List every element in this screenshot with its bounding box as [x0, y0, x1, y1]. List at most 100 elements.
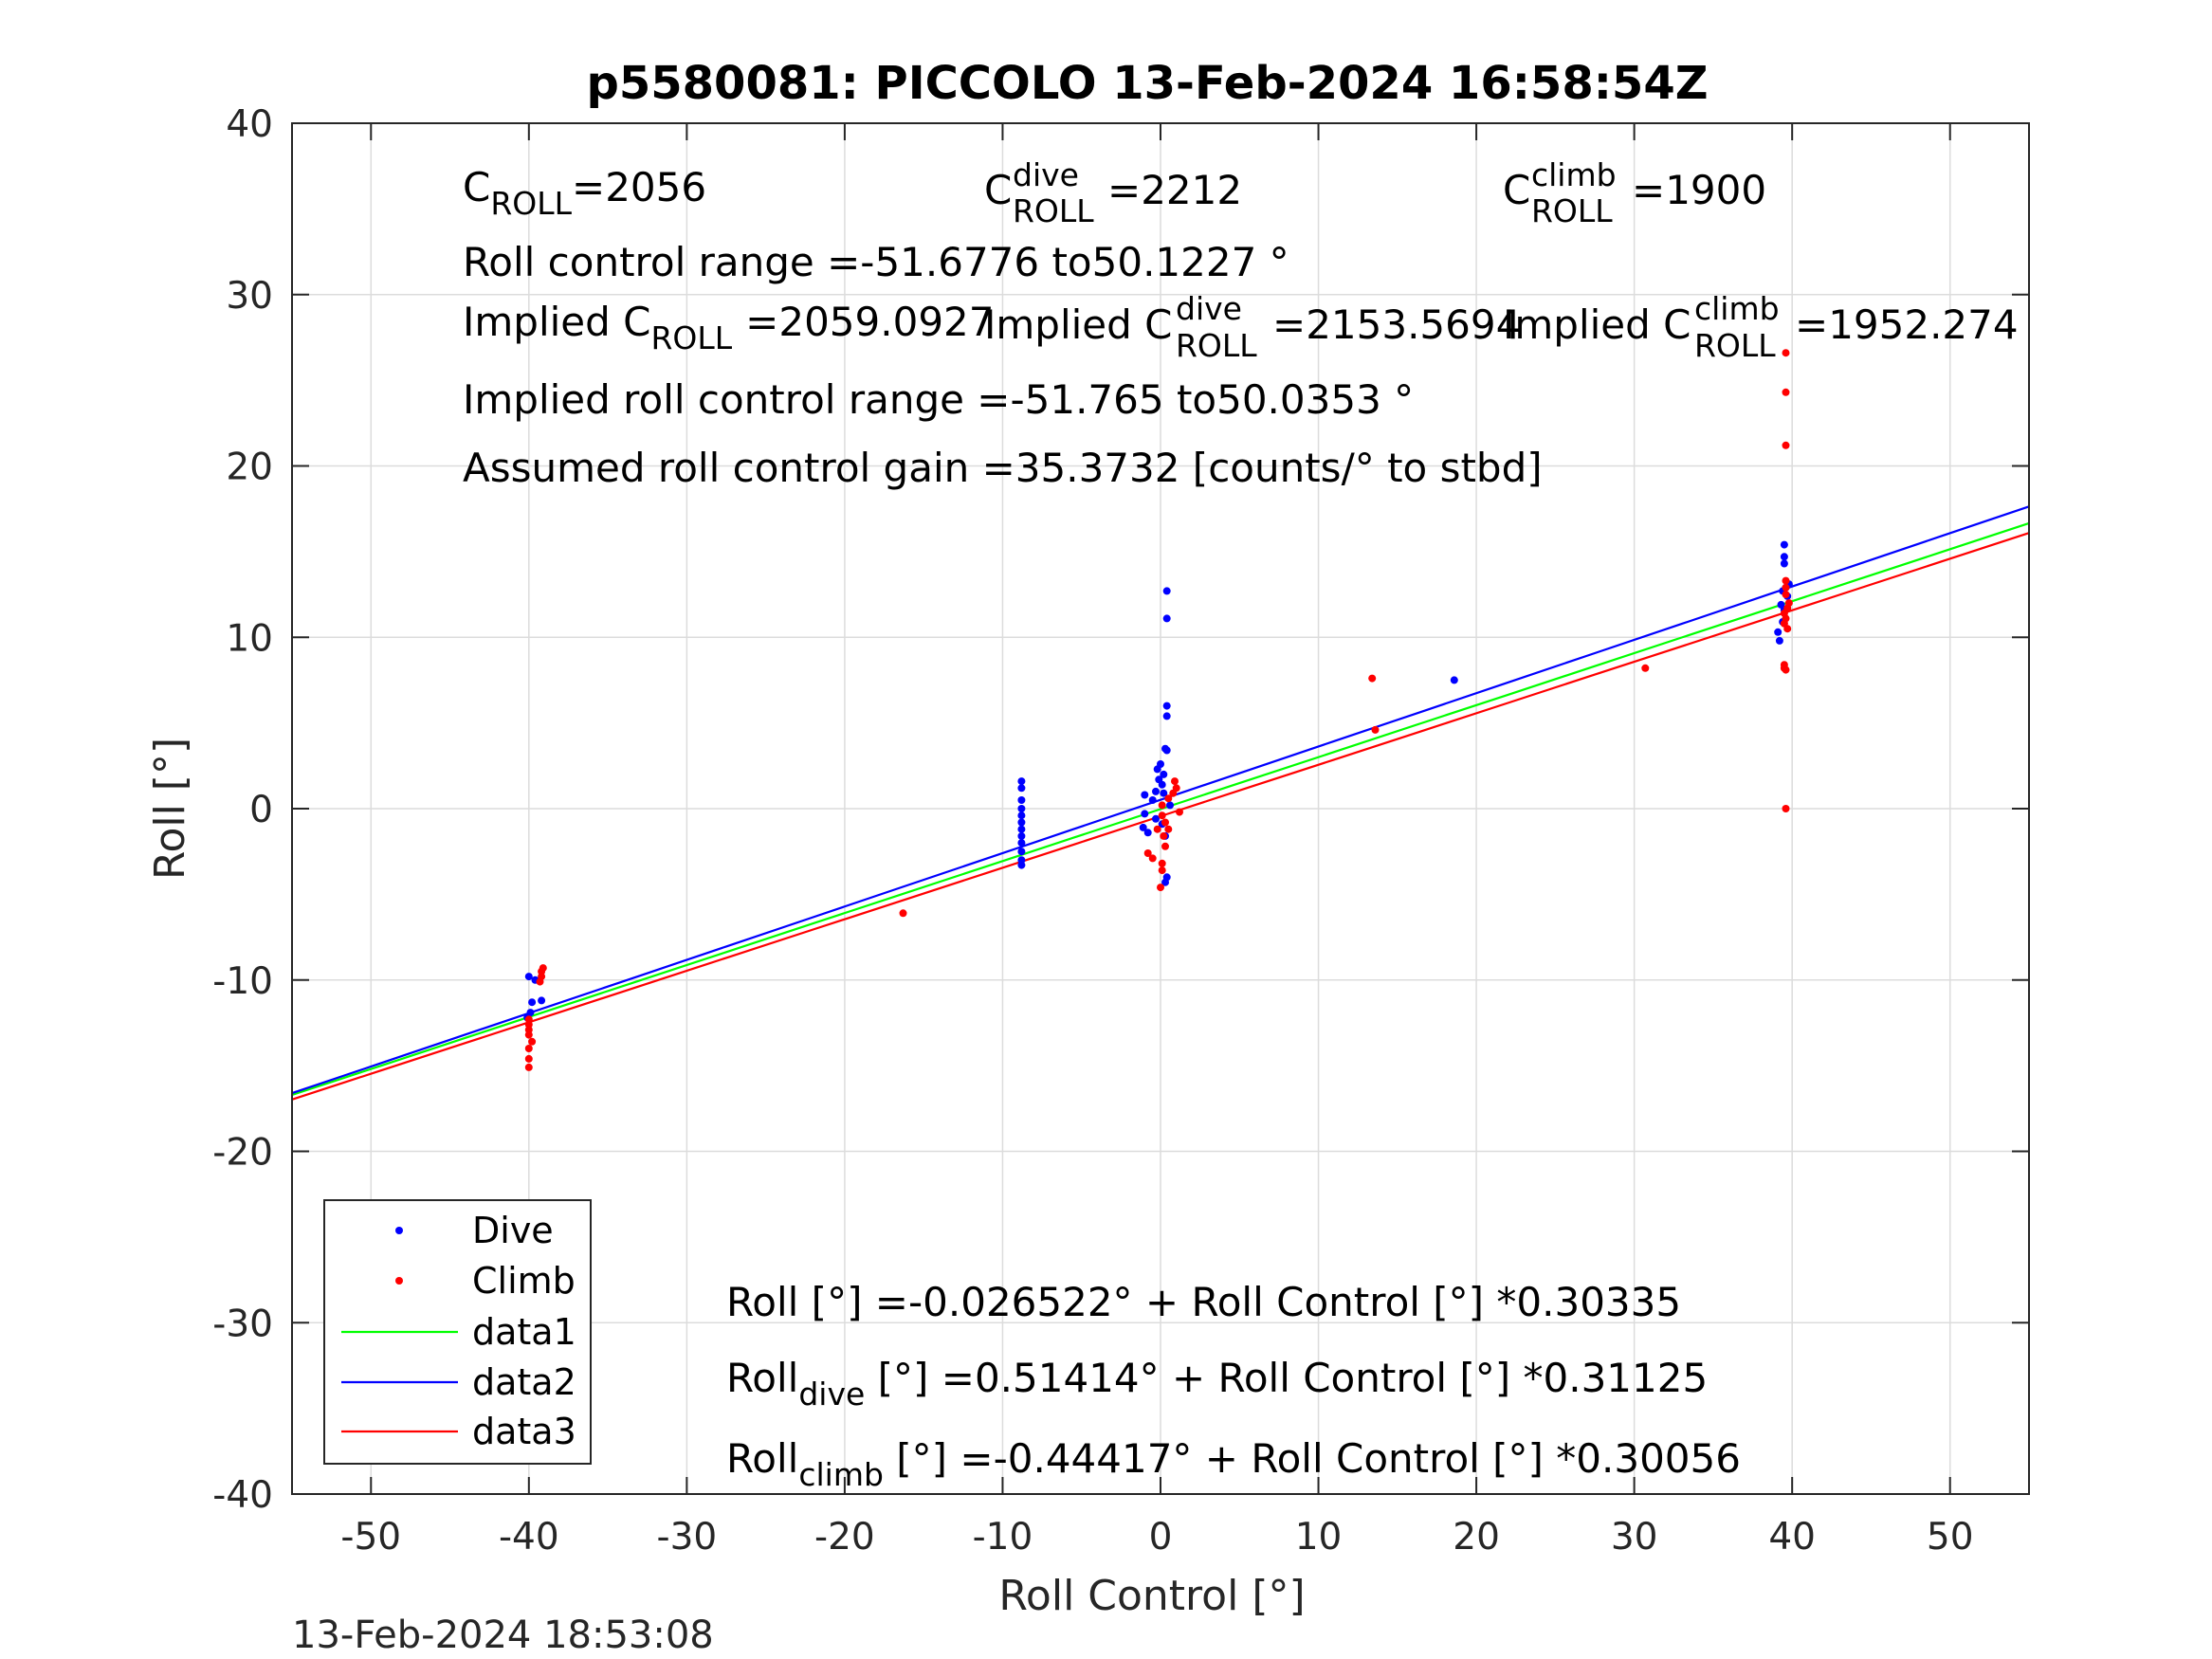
- dive-point: [1162, 587, 1171, 595]
- dive-point: [1166, 801, 1174, 810]
- annotation-implied-c-roll-dive-value: =2153.5694: [1272, 301, 1521, 348]
- annotation-c-roll: CROLL=2056: [463, 164, 706, 222]
- x-tick-label: -20: [814, 1516, 875, 1559]
- x-axis-ticks: -50 -40 -30 -20 -10 0 10 20 30 40 50: [340, 123, 1974, 1559]
- y-tick-label: -30: [212, 1303, 273, 1345]
- dive-point: [1162, 702, 1171, 710]
- annotation-implied-c-roll-climb-sup: climb: [1694, 290, 1780, 327]
- climb-point: [1371, 725, 1380, 734]
- dive-point: [1153, 765, 1161, 774]
- annotation-implied-c-roll-dive-sup: dive: [1176, 290, 1242, 327]
- dive-point: [1161, 878, 1169, 886]
- annotations-fits: Roll [°] =-0.026522° + Roll Control [°] …: [726, 1279, 1741, 1493]
- y-axis-ticks: -40 -30 -20 -10 0 10 20 30 40: [212, 103, 2029, 1517]
- dive-point: [1774, 628, 1782, 636]
- dive-point: [1017, 811, 1026, 820]
- climb-point: [1158, 859, 1166, 867]
- climb-point: [524, 1030, 533, 1039]
- dive-point: [1017, 777, 1026, 786]
- x-tick-label: 20: [1453, 1516, 1500, 1559]
- x-tick-label: 50: [1927, 1516, 1974, 1559]
- x-tick-label: 10: [1295, 1516, 1343, 1559]
- dive-point: [1780, 553, 1788, 561]
- climb-point: [1782, 441, 1790, 449]
- annotation-control-range: Roll control range =-51.6776 to50.1227 °: [463, 239, 1289, 285]
- y-tick-label: -20: [212, 1132, 273, 1175]
- x-tick-label: 0: [1149, 1516, 1173, 1559]
- annotation-c-roll-climb: C: [1503, 167, 1530, 213]
- x-tick-label: -10: [973, 1516, 1033, 1559]
- annotation-implied-c-roll-climb: Implied C: [1503, 301, 1691, 348]
- climb-point: [1782, 805, 1790, 812]
- climb-point: [1368, 674, 1377, 683]
- dive-point: [1162, 614, 1171, 623]
- annotation-c-roll-climb-value: =1900: [1632, 167, 1766, 213]
- climb-point: [1153, 825, 1161, 833]
- chart-title: p5580081: PICCOLO 13-Feb-2024 16:58:54Z: [586, 57, 1708, 110]
- climb-point: [528, 1037, 537, 1046]
- dive-point: [1017, 796, 1026, 804]
- annotation-c-roll-climb-sup: climb: [1531, 156, 1617, 193]
- dive-point: [1775, 636, 1783, 645]
- dive-point: [1780, 540, 1788, 549]
- climb-points: [524, 349, 1793, 1071]
- annotation-c-roll-dive-sub: ROLL: [1013, 192, 1094, 229]
- annotation-c-roll-dive-value: =2212: [1107, 167, 1242, 213]
- climb-point: [1158, 866, 1166, 875]
- dive-point: [1017, 825, 1026, 833]
- dive-point: [528, 998, 537, 1007]
- y-tick-label: 40: [226, 103, 273, 146]
- climb-point: [539, 964, 547, 973]
- dive-point: [1450, 676, 1458, 684]
- y-tick-label: 10: [226, 617, 273, 660]
- y-tick-label: -10: [212, 960, 273, 1003]
- climb-point: [536, 977, 544, 986]
- dive-point: [1160, 789, 1168, 797]
- dive-point: [1139, 823, 1147, 831]
- fit-equation-all: Roll [°] =-0.026522° + Roll Control [°] …: [726, 1279, 1681, 1325]
- annotation-implied-c-roll-climb-value: =1952.274: [1795, 301, 2019, 348]
- legend-label-data2: data2: [472, 1361, 576, 1403]
- legend-label-dive: Dive: [472, 1210, 554, 1251]
- dive-point: [1158, 780, 1166, 789]
- dive-point: [1160, 770, 1168, 778]
- annotations-top: CROLL=2056 C dive ROLL =2212 C climb ROL…: [463, 156, 2019, 491]
- climb-point: [1148, 854, 1157, 863]
- annotation-implied-c-roll-climb-sub: ROLL: [1694, 327, 1776, 364]
- climb-point: [1782, 388, 1790, 396]
- annotation-c-roll-dive-sup: dive: [1013, 156, 1079, 193]
- fit-equation-dive: Rolldive [°] =0.51414° + Roll Control [°…: [726, 1355, 1708, 1413]
- climb-point: [1158, 811, 1166, 820]
- climb-point: [1782, 583, 1790, 592]
- annotation-implied-c-roll: Implied CROLL =2059.0927: [463, 299, 995, 356]
- dive-point: [1017, 861, 1026, 869]
- climb-point: [1169, 789, 1178, 797]
- climb-point: [899, 909, 907, 918]
- dive-point: [538, 996, 546, 1005]
- x-tick-label: 30: [1611, 1516, 1658, 1559]
- climb-point: [1164, 794, 1173, 803]
- dive-point: [1152, 787, 1160, 795]
- legend: Dive Climb data1 data2 data3: [323, 1199, 592, 1465]
- dive-point: [1152, 814, 1160, 823]
- annotation-implied-range: Implied roll control range =-51.765 to50…: [463, 376, 1414, 423]
- climb-point: [1783, 625, 1792, 633]
- climb-point: [1782, 591, 1790, 599]
- climb-point: [524, 1045, 533, 1052]
- dive-point: [1017, 818, 1026, 827]
- climb-point: [1157, 884, 1164, 892]
- dive-point: [1148, 796, 1157, 804]
- climb-point: [1171, 777, 1179, 786]
- y-tick-label: -40: [212, 1474, 273, 1517]
- dive-point: [1017, 805, 1026, 812]
- y-tick-label: 20: [226, 447, 273, 489]
- climb-point: [1782, 349, 1790, 357]
- climb-point: [1164, 825, 1173, 833]
- x-axis-label: Roll Control [°]: [998, 1572, 1305, 1620]
- dive-point: [1017, 831, 1026, 840]
- climb-point: [1782, 576, 1790, 585]
- dive-point: [1141, 810, 1149, 818]
- legend-label-data1: data1: [472, 1311, 576, 1353]
- climb-point: [1161, 842, 1169, 850]
